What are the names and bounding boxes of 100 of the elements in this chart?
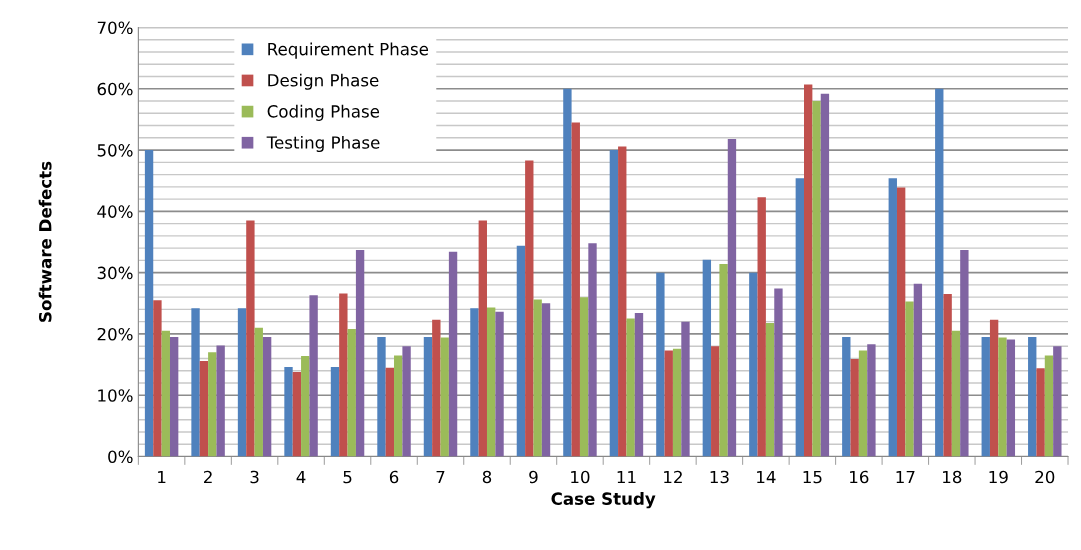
legend-label: Design Phase xyxy=(268,73,379,90)
bar xyxy=(1053,346,1062,457)
x-tick-label: 15 xyxy=(803,470,822,484)
x-tick-label: 12 xyxy=(664,470,682,484)
bar xyxy=(347,329,356,457)
x-tick-label: 11 xyxy=(617,470,636,484)
x-tick-label: 3 xyxy=(250,470,259,484)
bar xyxy=(448,251,458,457)
bar xyxy=(355,249,365,457)
x-tick-label: 13 xyxy=(710,470,729,484)
y-tick-label: 40% xyxy=(97,205,133,218)
bar xyxy=(284,367,293,457)
y-tick-label: 20% xyxy=(97,327,133,341)
bar xyxy=(765,322,775,457)
bar xyxy=(1044,355,1054,457)
bar xyxy=(377,336,386,457)
bar xyxy=(1006,339,1016,457)
bar xyxy=(533,299,542,457)
bar xyxy=(208,352,217,457)
bar xyxy=(858,350,868,457)
bar xyxy=(1028,336,1037,457)
bar xyxy=(681,321,690,457)
bar xyxy=(913,283,923,457)
x-tick-label: 14 xyxy=(757,470,776,484)
bar xyxy=(774,288,783,457)
bar xyxy=(246,220,255,457)
y-tick-label: 50% xyxy=(97,144,133,157)
y-tick-label: 60% xyxy=(97,82,133,96)
bar xyxy=(470,308,479,457)
bar xyxy=(896,187,906,457)
y-tick-label: 30% xyxy=(97,266,133,280)
x-tick-label: 9 xyxy=(529,470,538,484)
bar xyxy=(672,348,682,457)
bar xyxy=(626,318,635,457)
bar xyxy=(262,336,272,457)
y-tick-label: 70% xyxy=(97,21,133,35)
bar xyxy=(634,313,644,457)
bar xyxy=(888,178,897,457)
bar xyxy=(951,330,961,457)
x-tick-label: 5 xyxy=(343,470,352,484)
bar xyxy=(516,245,526,457)
bar xyxy=(702,259,712,457)
bar xyxy=(199,360,209,457)
x-tick-label: 1 xyxy=(158,470,166,484)
bar xyxy=(943,294,952,457)
bar xyxy=(998,337,1007,457)
bar xyxy=(385,367,395,457)
bar xyxy=(867,344,876,457)
bar xyxy=(402,346,411,457)
y-tick-label: 10% xyxy=(98,389,133,402)
bar xyxy=(440,337,449,457)
bar xyxy=(812,101,821,457)
bar xyxy=(989,319,999,457)
bar xyxy=(292,371,302,457)
bar xyxy=(850,359,859,457)
bar xyxy=(330,367,340,457)
bar xyxy=(749,272,758,457)
bar xyxy=(905,301,914,457)
bar xyxy=(216,345,225,457)
bar xyxy=(153,300,162,457)
bar xyxy=(935,88,944,457)
bar xyxy=(579,297,589,457)
bar xyxy=(301,355,310,457)
x-tick-label: 10 xyxy=(571,470,590,484)
bar xyxy=(432,319,441,457)
bar xyxy=(727,139,737,457)
bar xyxy=(144,150,154,457)
x-tick-label: 20 xyxy=(1035,470,1055,484)
bar xyxy=(1036,368,1045,457)
x-tick-label: 18 xyxy=(943,470,962,484)
bar xyxy=(495,311,504,457)
bar xyxy=(423,336,433,457)
x-tick-label: 7 xyxy=(436,470,445,484)
bar xyxy=(981,336,990,457)
bar xyxy=(237,308,247,457)
bar xyxy=(394,355,403,457)
bar xyxy=(804,84,813,457)
bar xyxy=(795,178,804,457)
legend-label: Coding Phase xyxy=(267,104,380,121)
x-axis-title: Case Study xyxy=(551,492,656,509)
bar xyxy=(820,93,830,457)
bar xyxy=(563,88,572,457)
x-tick-label: 6 xyxy=(389,470,399,484)
x-tick-label: 19 xyxy=(989,470,1008,484)
bar xyxy=(309,295,318,457)
bar xyxy=(757,197,766,457)
bar xyxy=(664,350,673,457)
x-tick-label: 16 xyxy=(850,470,869,484)
x-tick-label: 8 xyxy=(482,470,492,484)
legend-label: Requirement Phase xyxy=(268,42,429,59)
bar xyxy=(960,249,969,457)
x-tick-label: 17 xyxy=(896,470,915,484)
bar xyxy=(571,122,580,457)
legend-label: Testing Phase xyxy=(266,135,380,153)
bar xyxy=(719,264,728,457)
y-tick-label: 0% xyxy=(108,450,133,464)
bar xyxy=(169,336,179,457)
bar xyxy=(588,243,597,457)
bar xyxy=(478,220,487,457)
x-tick-label: 4 xyxy=(296,470,306,484)
